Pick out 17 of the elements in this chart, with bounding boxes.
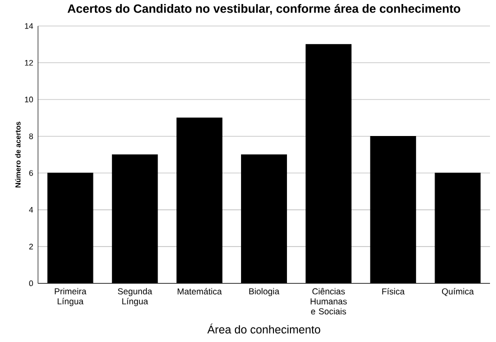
chart-title: Acertos do Candidato no vestibular, conforme área de conhecimento [68,4,460,15]
y-tick-label: 12 [25,60,33,66]
x-tick-label: Matemática [178,288,222,294]
x-tick-label: Ciências Humanas e Sociais [310,288,347,314]
y-tick-label: 0 [29,280,33,286]
y-tick-label: 6 [29,170,33,176]
x-tick-label: Biologia [249,288,280,296]
y-tick-label: 14 [25,23,34,29]
y-tick-label: 2 [29,244,33,250]
y-tick-label: 10 [25,96,33,102]
x-tick-label: Química [442,288,474,296]
x-tick-label: Primeira Língua [54,288,86,306]
x-axis-title: Área do conhecimento [207,324,320,334]
x-tick-label: Segunda Língua [118,288,152,306]
x-tick-label: Física [382,288,405,294]
y-tick-label: 4 [29,207,34,213]
y-tick-label: 8 [29,133,33,140]
